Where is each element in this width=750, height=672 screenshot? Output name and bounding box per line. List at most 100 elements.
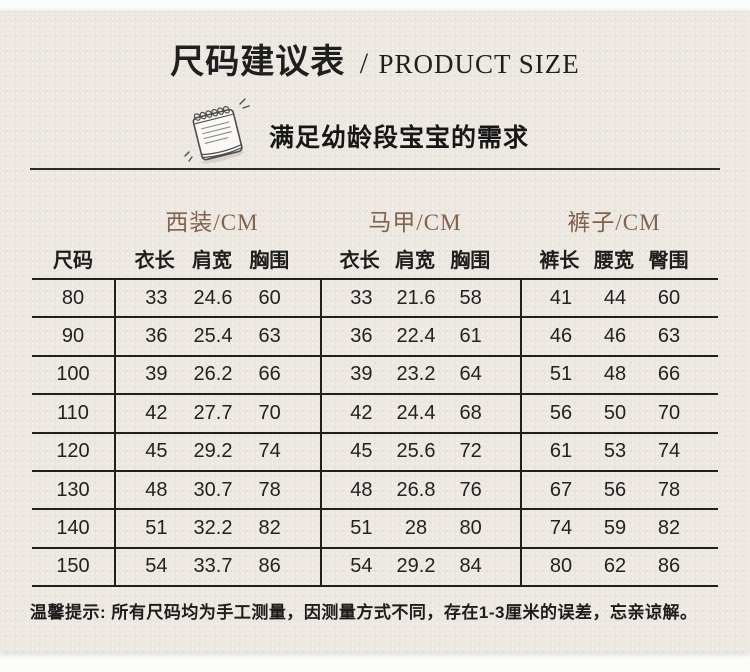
measurement-value: 26.2: [193, 363, 233, 386]
measurement-value: 22.4: [396, 325, 436, 348]
measurement-value: 78: [258, 478, 281, 501]
size-value: 100: [56, 363, 90, 386]
table-row: 110 42 27.7 70 42 24.4 68 56 50 70: [32, 395, 718, 434]
measurement-value: 61: [459, 325, 482, 348]
measurement-value: 60: [258, 286, 281, 309]
measurement-value: 78: [657, 478, 681, 501]
measurement-value: 67: [549, 478, 573, 501]
measurement-value: 86: [258, 555, 281, 578]
table-row: 100 39 26.2 66 39 23.2 64 51 48 66: [32, 356, 718, 396]
table-row: 140 51 32.2 82 51 28 80 74 59 82: [32, 510, 718, 549]
column-header: 胸围: [249, 249, 290, 272]
subtitle: 满足幼龄段宝宝的需求: [269, 124, 530, 152]
size-value: 110: [57, 401, 89, 424]
group-cells: 39 26.2 66: [114, 356, 320, 394]
measurement-value: 70: [258, 401, 281, 424]
measurement-value: 64: [459, 363, 482, 386]
measurement-value: 74: [258, 440, 281, 463]
size-value: 150: [56, 555, 90, 578]
measurement-value: 46: [603, 325, 627, 348]
group-cells: 33 24.6 60: [114, 280, 320, 317]
measurement-value: 72: [459, 440, 482, 463]
group-cells: 80 62 86: [520, 548, 718, 586]
measurement-value: 51: [350, 517, 373, 540]
measurement-value: 60: [657, 286, 681, 309]
measurement-value: 51: [145, 517, 168, 540]
column-header: 裤长: [539, 249, 580, 272]
measurement-value: 36: [145, 325, 168, 348]
measurement-value: 24.6: [193, 286, 233, 309]
measurement-value: 74: [549, 517, 573, 540]
group-cells: 51 28 80: [320, 510, 520, 547]
group-cells: 48 26.8 76: [320, 471, 520, 509]
measurement-value: 36: [350, 325, 373, 348]
measurement-value: 24.4: [396, 401, 436, 424]
measurement-value: 54: [145, 555, 168, 578]
measurement-value: 39: [145, 363, 168, 386]
measurement-value: 33.7: [193, 555, 233, 578]
group-cells: 42 27.7 70: [114, 395, 320, 432]
group-cells: 56 50 70: [520, 395, 718, 432]
vest-column-headers: 衣长 肩宽 胸围: [320, 244, 520, 273]
measurement-value: 68: [459, 401, 482, 424]
measurement-value: 86: [657, 555, 681, 578]
measurement-value: 61: [549, 440, 573, 463]
measurement-value: 48: [145, 478, 168, 501]
page-title-chinese: 尺码建议表: [170, 44, 346, 81]
measurement-value: 46: [549, 325, 573, 348]
group-label-suit: 西装/CM: [165, 210, 259, 235]
table-row: 90 36 25.4 63 36 22.4 61 46 46 63: [32, 318, 718, 357]
measurement-value: 62: [603, 555, 627, 578]
table-row: 120 45 29.2 74 45 25.6 72 61 53 74: [32, 433, 718, 472]
group-cells: 36 22.4 61: [320, 318, 520, 355]
column-header: 肩宽: [394, 249, 435, 272]
group-cells: 42 24.4 68: [320, 395, 520, 432]
measurement-value: 39: [350, 363, 373, 386]
page-title: 尺码建议表 / PRODUCT SIZE: [0, 11, 750, 90]
group-cells: 39 23.2 64: [320, 356, 520, 394]
measurement-value: 42: [145, 401, 168, 424]
measurement-value: 59: [603, 517, 627, 540]
group-label-vest: 马甲/CM: [368, 210, 462, 235]
measurement-value: 74: [657, 440, 681, 463]
measurement-value: 80: [459, 517, 482, 540]
size-value: 90: [61, 325, 85, 348]
measurement-value: 82: [258, 517, 281, 540]
intro-row: 满足幼龄段宝宝的需求: [183, 96, 750, 168]
measurement-value: 42: [350, 401, 373, 424]
group-cells: 51 48 66: [520, 356, 718, 394]
measurement-value: 27.7: [193, 401, 233, 424]
measurement-value: 28: [404, 517, 428, 540]
measurement-value: 44: [603, 286, 627, 309]
table-row: 80 33 24.6 60 33 21.6 58 41 44 60: [32, 280, 718, 319]
measurement-value: 84: [459, 555, 482, 578]
measurement-value: 76: [459, 478, 482, 501]
measurement-value: 29.2: [193, 440, 233, 463]
measurement-value: 70: [657, 401, 681, 424]
pants-column-headers: 裤长 腰宽 臀围: [520, 244, 718, 273]
measurement-value: 48: [350, 478, 373, 501]
measurement-value: 45: [350, 440, 373, 463]
group-label-pants: 裤子/CM: [567, 210, 661, 235]
group-cells: 48 30.7 78: [114, 471, 320, 509]
column-header: 衣长: [339, 249, 380, 272]
column-header: 衣长: [134, 249, 175, 272]
measurement-value: 56: [549, 401, 573, 424]
column-header: 腰宽: [594, 249, 634, 272]
size-table: 西装/CM 马甲/CM 裤子/CM 尺码 衣长 肩宽 胸围 衣长 肩宽 胸围 裤长 腰宽臀…: [32, 205, 718, 588]
column-header: 胸围: [450, 249, 491, 272]
page-title-english: PRODUCT SIZE: [378, 49, 580, 79]
measurement-value: 58: [459, 286, 482, 309]
measurement-value: 29.2: [396, 555, 436, 578]
suit-column-headers: 衣长 肩宽 胸围: [114, 244, 320, 273]
group-cells: 45 29.2 74: [114, 433, 320, 470]
measurement-value: 45: [145, 440, 168, 463]
measurement-value: 63: [258, 325, 281, 348]
size-value: 80: [61, 286, 85, 309]
measurement-value: 50: [603, 401, 627, 424]
size-value: 140: [56, 517, 90, 540]
measurement-value: 21.6: [396, 286, 436, 309]
measurement-value: 30.7: [193, 478, 233, 501]
measurement-value: 63: [657, 325, 681, 348]
measurement-value: 25.4: [193, 325, 233, 348]
